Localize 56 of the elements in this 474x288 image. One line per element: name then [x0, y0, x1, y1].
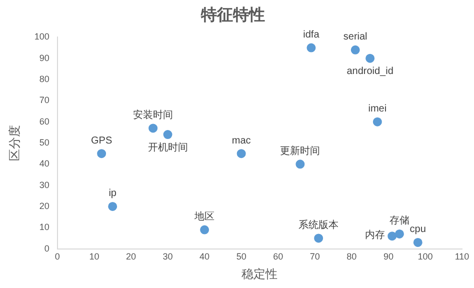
point	[314, 234, 324, 243]
chart-title: 特征特性	[200, 6, 265, 24]
y-tick-label: 0	[44, 243, 50, 254]
point	[163, 130, 172, 140]
x-tick-label: 90	[383, 252, 394, 262]
y-tick-label: 10	[39, 222, 50, 232]
annotation: idfa	[303, 30, 320, 41]
point	[372, 117, 382, 126]
annotation: cpu	[410, 224, 426, 236]
y-tick-label: 20	[39, 200, 50, 211]
y-tick-label: 30	[39, 180, 50, 190]
x-tick-label: 10	[89, 252, 100, 262]
point	[200, 225, 210, 234]
y-axis-title: 区分度	[8, 125, 22, 161]
point	[366, 54, 375, 63]
point	[306, 43, 316, 52]
point	[108, 202, 118, 211]
x-axis-title: 稳定性	[242, 267, 278, 282]
point	[388, 232, 397, 241]
annotation: 存储	[389, 214, 410, 227]
y-tick-label: 70	[39, 95, 50, 106]
annotation: imei	[368, 104, 387, 115]
y-tick-label: 50	[39, 137, 50, 148]
x-tick-label: 30	[162, 252, 173, 262]
annotation: 更新时间	[280, 144, 320, 157]
annotation: mac	[232, 135, 251, 146]
x-tick-label: 110	[454, 252, 470, 262]
annotation: 安装时间	[133, 108, 174, 121]
y-tick-label: 90	[39, 52, 50, 63]
point	[148, 124, 158, 133]
annotation: serial	[343, 32, 368, 43]
x-tick-label: 70	[310, 252, 320, 262]
x-tick-label: 20	[126, 252, 136, 262]
x-tick-label: 50	[236, 252, 246, 262]
x-tick-label: 0	[54, 252, 60, 262]
y-tick-label: 100	[34, 32, 50, 42]
point	[394, 229, 404, 238]
annotation: GPS	[90, 135, 112, 146]
y-tick-label: 40	[39, 158, 50, 169]
point	[413, 238, 422, 247]
annotation: 内存	[365, 228, 386, 241]
x-tick-label: 60	[273, 252, 284, 262]
point	[350, 45, 360, 54]
y-tick-label: 60	[39, 116, 50, 126]
annotation: 系统版本	[298, 218, 339, 231]
y-tick-label: 80	[39, 74, 50, 84]
annotation: 地区	[194, 210, 215, 223]
point	[296, 160, 305, 169]
point	[236, 149, 246, 158]
x-tick-label: 40	[200, 252, 210, 262]
x-tick-label: 80	[346, 252, 357, 262]
annotation: 开机时间	[148, 141, 188, 154]
annotation: android_id	[346, 66, 394, 78]
point	[97, 149, 106, 158]
annotation: ip	[108, 188, 117, 200]
x-tick-label: 100	[418, 252, 433, 262]
